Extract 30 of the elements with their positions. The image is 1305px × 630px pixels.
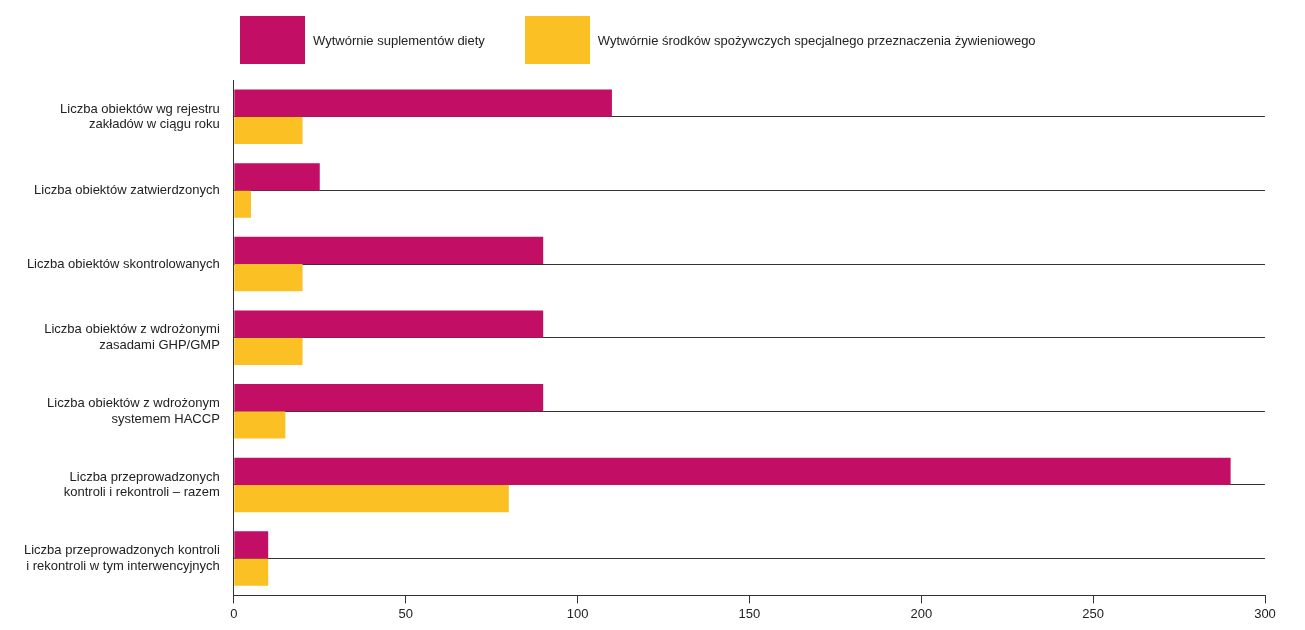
y-tick-label: Liczba obiektów z wdrożonym systemem HACCP [47, 395, 220, 426]
text: Wytwórnie środków spożywczych specjalnego przeznaczenia żywieniowego [597, 32, 1036, 48]
bar [234, 384, 544, 412]
bar [234, 411, 286, 439]
y-tick-label: Liczba przeprowadzonych kontroli i rekontroli w tym interwencyjnych [24, 542, 220, 573]
y-tick-label: Liczba obiektów zatwierdzonych [34, 182, 220, 198]
bar [234, 484, 509, 513]
y-tick-label: Liczba obiektów skontrolowanych [26, 255, 220, 271]
x-tick-label: 250 [1082, 605, 1104, 621]
y-tick-label: Liczba obiektów z wdrożonymi zasadami GHP/GMP [44, 321, 220, 353]
y-tick-label: Liczba przeprowadzonych kontroli i rekontroli – razem [63, 468, 220, 500]
bar [234, 264, 303, 292]
bar [234, 337, 303, 365]
x-tick-label: 150 [738, 605, 761, 621]
bar [234, 236, 544, 265]
bar [234, 558, 269, 586]
bar [234, 310, 544, 338]
bar [234, 457, 1231, 485]
x-tick-label: 50 [398, 605, 413, 621]
x-tick-label: 100 [566, 605, 589, 621]
bar [234, 190, 252, 218]
bar [234, 116, 303, 145]
x-tick-label: 0 [230, 605, 238, 621]
text: Wytwórnie suplementów diety [313, 32, 485, 48]
y-tick-label: Liczba obiektów wg rejestru zakładów w ciągu roku [60, 100, 220, 132]
bar [234, 89, 612, 117]
bar [234, 531, 269, 559]
x-tick-label: 200 [910, 605, 933, 621]
x-tick-label: 300 [1254, 605, 1276, 621]
bar [234, 163, 320, 191]
